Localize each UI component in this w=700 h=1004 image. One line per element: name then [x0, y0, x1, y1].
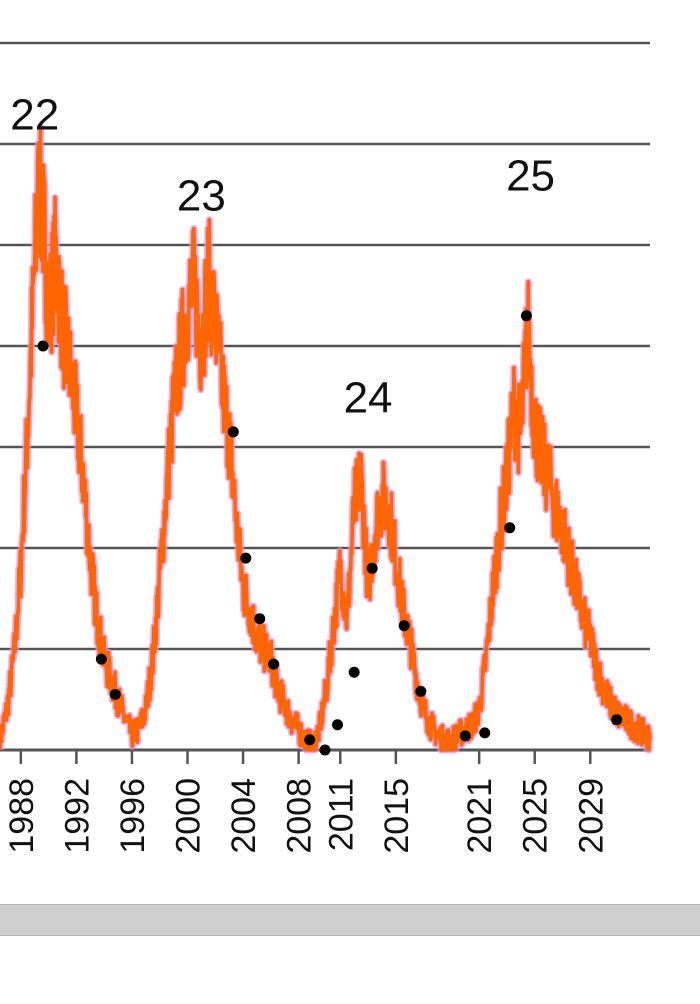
x-tick-label: 2004 [225, 778, 263, 854]
x-tick-label: 1992 [58, 778, 96, 854]
smoothed-point [479, 727, 491, 739]
x-tick-label: 2000 [170, 778, 208, 854]
smoothed-point [366, 562, 378, 574]
x-tick-label: 1988 [3, 778, 41, 854]
smoothed-point [611, 714, 623, 726]
chart-area: 22 23 24 25 1988 1992 1996 2000 2004 2008 2011 201… [0, 41, 654, 854]
smoothed-point [240, 552, 252, 564]
cycle-labels: 22 23 24 25 [10, 91, 555, 423]
horizontal-scrollbar[interactable] [0, 904, 700, 936]
smoothed-point [268, 658, 280, 670]
smoothed-point [504, 522, 516, 534]
smoothed-point [332, 719, 343, 731]
x-tick-label: 1996 [114, 778, 152, 854]
smoothed-point [459, 730, 471, 742]
smoothed-point [348, 666, 360, 678]
smoothed-point [304, 734, 316, 746]
smoothed-point [109, 688, 121, 700]
smoothed-point [254, 613, 266, 625]
smoothed-points [37, 310, 623, 756]
bottom-strip [0, 936, 700, 1004]
cycle-label-24: 24 [344, 374, 393, 423]
smoothed-point [415, 685, 427, 697]
smoothed-point [398, 620, 410, 632]
x-tick-label: 2008 [281, 778, 319, 854]
x-tick-labels: 1988 1992 1996 2000 2004 2008 2011 2015 2021 2025… [3, 778, 610, 854]
x-tick-label: 2029 [572, 778, 610, 854]
smoothed-point [319, 744, 331, 756]
cycle-label-23: 23 [177, 172, 226, 221]
gridlines [0, 41, 650, 651]
x-tick-label: 2015 [378, 778, 416, 854]
smoothed-point [227, 426, 239, 438]
smoothed-point [37, 340, 49, 352]
cycle-label-22: 22 [10, 91, 59, 140]
x-tick-label: 2021 [461, 778, 499, 854]
cycle-label-25: 25 [506, 151, 555, 200]
smoothed-point [520, 310, 532, 322]
smoothed-point [95, 653, 107, 665]
x-tick-label: 2025 [517, 778, 555, 854]
x-tick-label: 2011 [322, 778, 360, 851]
